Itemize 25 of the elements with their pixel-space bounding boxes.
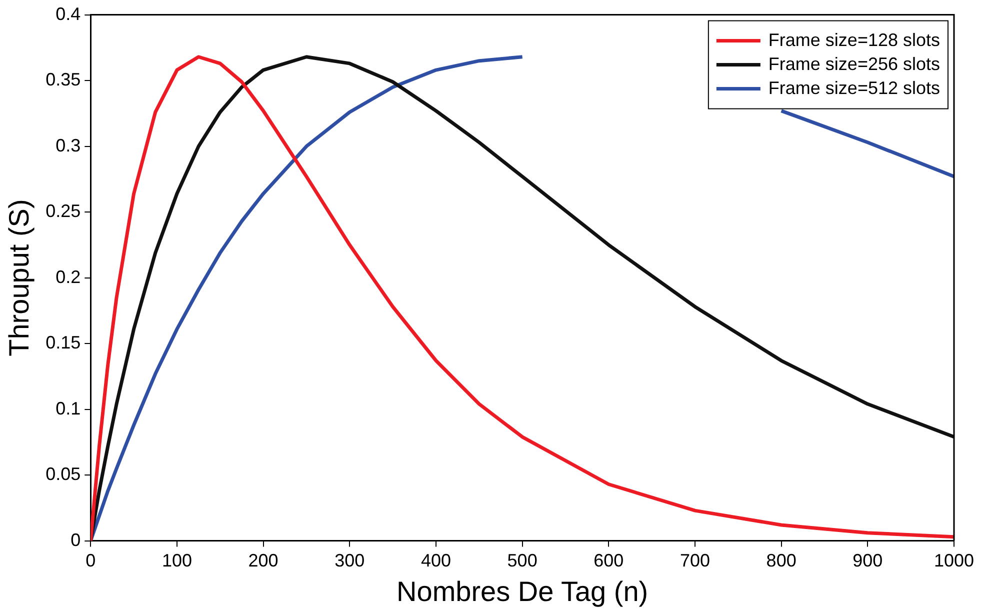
legend-label: Frame size=256 slots bbox=[768, 54, 940, 74]
x-tick-label: 100 bbox=[162, 550, 192, 571]
legend-label: Frame size=128 slots bbox=[768, 30, 940, 50]
y-tick-label: 0.35 bbox=[46, 70, 81, 90]
x-tick-label: 700 bbox=[680, 550, 710, 571]
y-tick-label: 0.1 bbox=[56, 398, 81, 418]
y-tick-label: 0.2 bbox=[56, 266, 81, 287]
y-tick-label: 0 bbox=[70, 530, 81, 550]
x-tick-label: 400 bbox=[420, 550, 452, 571]
x-tick-label: 1000 bbox=[934, 550, 974, 571]
x-tick-label: 500 bbox=[507, 550, 538, 571]
x-tick-label: 300 bbox=[334, 550, 365, 571]
y-tick-label: 0.4 bbox=[56, 4, 81, 24]
x-tick-label: 900 bbox=[852, 550, 883, 571]
x-tick-label: 0 bbox=[86, 550, 96, 571]
x-axis-title: Nombres De Tag (n) bbox=[396, 576, 648, 607]
y-axis-title: Throuput (S) bbox=[4, 199, 35, 356]
x-tick-label: 600 bbox=[594, 550, 624, 571]
x-tick-label: 200 bbox=[248, 550, 278, 571]
y-tick-label: 0.25 bbox=[46, 201, 81, 222]
y-tick-label: 0.3 bbox=[56, 135, 81, 156]
y-tick-label: 0.15 bbox=[46, 332, 81, 353]
x-tick-label: 800 bbox=[766, 550, 796, 571]
y-tick-label: 0.05 bbox=[46, 464, 81, 484]
legend-label: Frame size=512 slots bbox=[768, 78, 940, 98]
